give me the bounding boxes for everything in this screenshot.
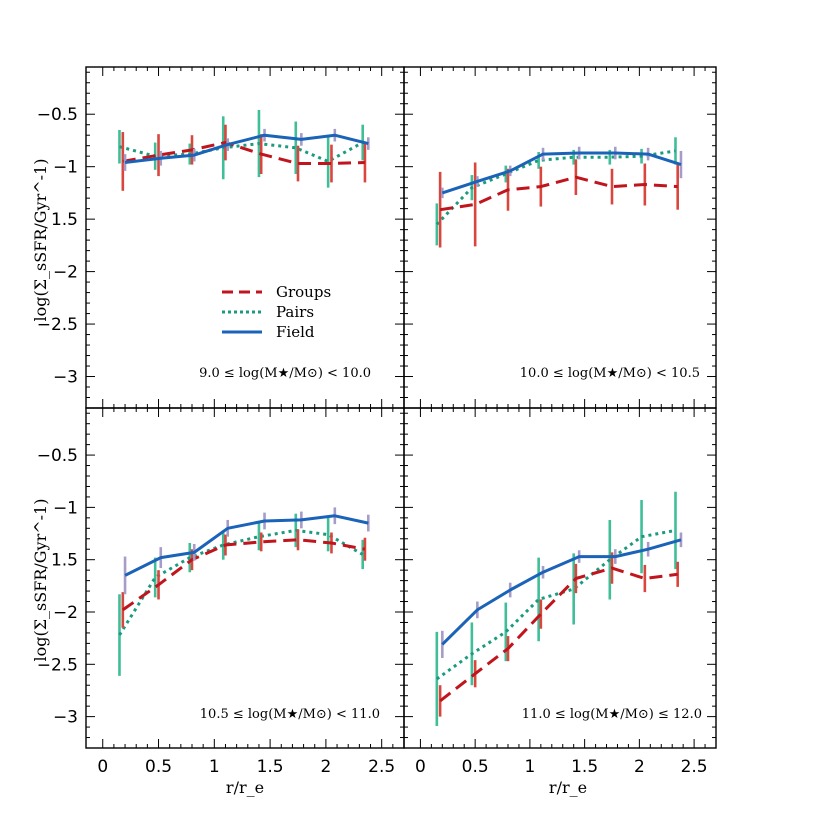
y-tick-label: −3 <box>53 368 78 388</box>
series-field <box>123 128 370 171</box>
y-tick-label: −2.5 <box>37 655 78 675</box>
y-tick-label: −0.5 <box>37 446 78 466</box>
panel-label-top-right: 10.0 ≤ log(M★/M⊙) < 10.5 <box>520 366 700 381</box>
legend-pairs-label: Pairs <box>276 303 314 321</box>
series-line-field <box>124 133 369 164</box>
x-tick-label: 2.5 <box>368 757 395 777</box>
panels: −0.5−11.5−2−2.5−3−0.5−11.5−2−2.5−30 0.5 1 1… <box>37 66 717 777</box>
x-tick-label: 0.5 <box>462 757 489 777</box>
series-field <box>441 146 683 199</box>
panel-bottom-left: −0.5 −1 1.5 −2 −2.5 −3 0 0.5 1 1.5 2 2.5 <box>37 407 405 777</box>
series-line-field <box>124 514 369 577</box>
panel-frame <box>403 407 717 749</box>
x-tick-label: 0 <box>97 757 108 777</box>
x-tick-label: 2 <box>634 757 645 777</box>
y-tick-label: 1.5 <box>51 210 78 230</box>
series-line-field <box>441 538 682 646</box>
panel-label-top-left: 9.0 ≤ log(M★/M⊙) < 10.0 <box>199 366 371 381</box>
y-tick-label: −1 <box>53 498 78 518</box>
panel-frame <box>403 66 717 409</box>
x-tick-label: 1 <box>524 757 535 777</box>
series-groups <box>438 552 679 717</box>
y-axis-title-bottom: log(Σ_sSFR/Gyr^-1) <box>31 499 50 662</box>
series-field <box>441 532 683 659</box>
series-groups <box>121 529 367 628</box>
series-line-field <box>441 151 682 195</box>
x-axis-title-right: r/r_e <box>549 778 587 797</box>
y-tick-label: −2.5 <box>37 315 78 335</box>
series-pairs <box>118 513 365 676</box>
series-field <box>123 507 370 595</box>
y-axis-title-top: log(Σ_sSFR/Gyr^-1) <box>31 159 50 322</box>
x-tick-label: 1 <box>209 757 220 777</box>
panel-label-bottom-left: 10.5 ≤ log(M★/M⊙) < 11.0 <box>200 707 380 722</box>
legend: Groups Pairs Field <box>222 283 331 341</box>
panel-frame <box>85 66 405 409</box>
series-line-groups <box>439 566 678 703</box>
series-line-groups <box>121 538 366 612</box>
series-groups <box>438 159 679 248</box>
series-line-groups <box>439 175 678 212</box>
panel-top-right <box>403 66 717 409</box>
y-tick-label: −2 <box>53 263 78 283</box>
y-tick-label: 1.5 <box>51 551 78 571</box>
series-groups <box>121 124 367 191</box>
panel-top-left: −0.5 −1 1.5 −2 −2.5 −3 <box>37 66 405 409</box>
panel-frame <box>85 407 405 749</box>
series-line-pairs <box>118 528 364 636</box>
x-tick-label: 2 <box>320 757 331 777</box>
y-tick-label: −1 <box>53 158 78 178</box>
x-tick-label: 0 <box>415 757 426 777</box>
x-axis-title-left: r/r_e <box>226 778 264 797</box>
series-line-pairs <box>435 149 676 226</box>
panel-label-bottom-right: 11.0 ≤ log(M★/M⊙) ≤ 12.0 <box>522 707 702 722</box>
panel-bottom-right: 0 0.5 1 1.5 2 2.5 <box>403 407 717 777</box>
x-tick-label: 0.5 <box>145 757 172 777</box>
series-line-pairs <box>435 528 676 681</box>
y-tick-label: −3 <box>53 708 78 728</box>
legend-field-label: Field <box>276 323 315 341</box>
series-pairs <box>435 491 677 727</box>
x-tick-label: 1.5 <box>257 757 284 777</box>
x-tick-label: 1.5 <box>571 757 598 777</box>
y-tick-label: −2 <box>53 603 78 623</box>
y-tick-label: −0.5 <box>37 105 78 125</box>
x-tick-label: 2.5 <box>681 757 708 777</box>
legend-groups-label: Groups <box>276 283 331 301</box>
series-line-groups <box>122 141 365 165</box>
